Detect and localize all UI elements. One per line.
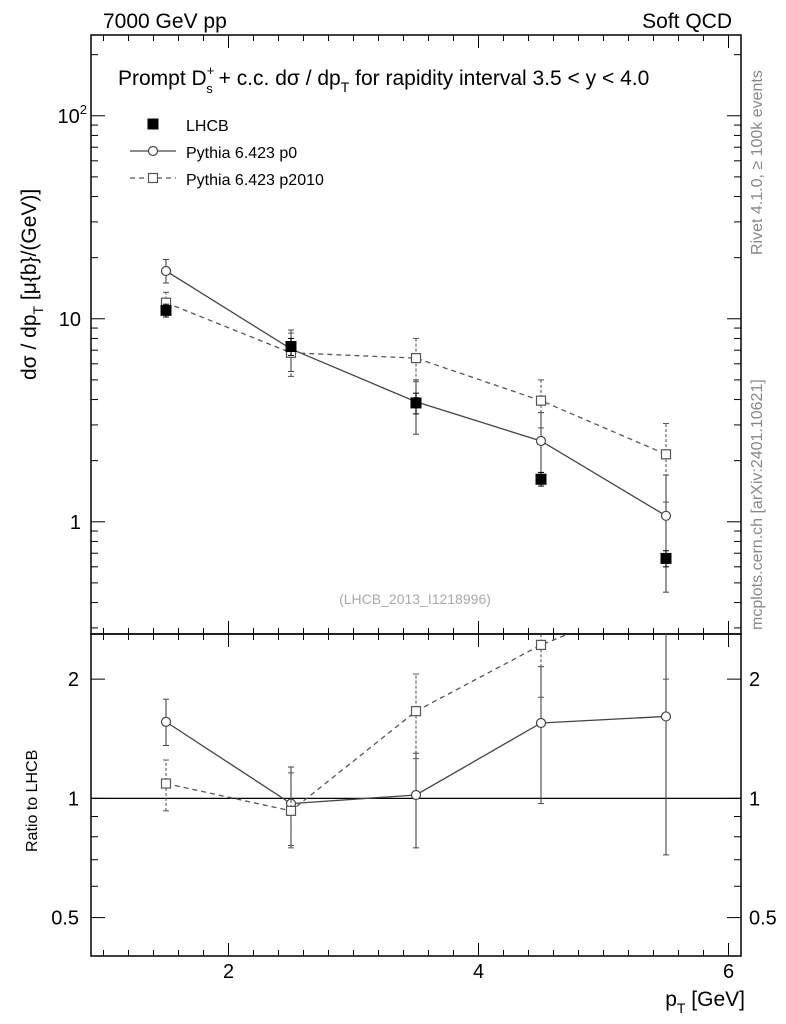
ratio-y-tick-label-right: 1 [749, 788, 760, 810]
main-pythia-6-423-p0-point [535, 435, 547, 447]
legend: LHCB Pythia 6.423 p0 Pythia 6.423 p2010 [130, 118, 324, 189]
main-lhcb-point [410, 397, 422, 409]
main-lhcb-point [660, 552, 672, 564]
ratio-pythia-6-423-p0-point [660, 711, 672, 722]
ratio-frame [90, 633, 742, 957]
main-lhcb-point [535, 473, 547, 485]
y-tick-label: 10 [59, 309, 81, 331]
ratio-pythia-6-423-p2010-point [535, 639, 547, 651]
ratio-y-tick-label: 1 [68, 788, 79, 810]
xlabel: pT [GeV] [665, 988, 745, 1016]
legend-lhcb-label: LHCB [186, 118, 229, 135]
ratio-y-tick-label: 0.5 [51, 908, 79, 930]
legend-pythia-6-423-p0-label: Pythia 6.423 p0 [186, 145, 297, 162]
analysis-annotation: (LHCB_2013_I1218996) [339, 591, 491, 607]
main-lhcb-point [160, 304, 172, 316]
main-pythia-6-423-p0-point [660, 510, 672, 521]
legend-pythia-6-423-p2010-label: Pythia 6.423 p2010 [186, 172, 324, 189]
ratio-series-group [160, 634, 672, 856]
main-pythia-6-423-p2010-point [535, 395, 547, 406]
header-right: Soft QCD [642, 10, 732, 33]
y-tick-exponent: 2 [80, 102, 87, 117]
main-plot-layer: 1 10 102 [58, 34, 742, 635]
ratio-pythia-6-423-p2010-line [165, 634, 571, 812]
ratio-y-tick-label: 2 [68, 669, 79, 691]
legend-pythia-6-423-p2010-marker [147, 172, 159, 184]
ratio-pythia-6-423-p2010-point [410, 706, 422, 717]
main-pythia-6-423-p2010-point [410, 353, 422, 364]
mcplots-label: mcplots.cern.ch [arXiv:2401.10621] [749, 379, 766, 630]
ratio-y-tick-label-right: 0.5 [749, 908, 777, 930]
y-tick-label: 1 [70, 512, 81, 534]
ratio-ylabel: Ratio to LHCB [24, 750, 41, 852]
main-pythia-6-423-p0-point [160, 265, 172, 277]
main-ylabel: dσ / dpT [μ{b}/(GeV)] [18, 189, 46, 380]
ratio-plot-layer: 2 4 6 0.5 0.5 1 1 2 2 [51, 35, 777, 983]
main-pythia-6-423-p2010-point [660, 449, 672, 460]
ratio-pythia-6-423-p0-point [160, 716, 172, 727]
x-tick-label: 2 [223, 961, 234, 983]
ratio-y-tick-label-right: 2 [749, 669, 760, 691]
ratio-pythia-6-423-p2010-point [160, 778, 172, 789]
header-left: 7000 GeV pp [103, 10, 227, 33]
legend-lhcb-marker [147, 118, 159, 130]
ratio-pythia-6-423-p0-point [535, 717, 547, 729]
ratio-pythia-6-423-p0-point [410, 789, 422, 801]
ratio-pythia-6-423-p2010-point [285, 805, 297, 816]
main-lhcb-point [285, 341, 297, 353]
legend-pythia-6-423-p0-marker [147, 145, 159, 157]
x-tick-label: 6 [723, 961, 734, 983]
x-tick-label: 4 [473, 961, 484, 983]
rivet-label: Rivet 4.1.0, ≥ 100k events [749, 70, 766, 255]
y-tick-label: 102 [58, 102, 87, 128]
main-title: Prompt D+ s + c.c. dσ / dpT for rapidity … [118, 63, 649, 96]
main-series-group [160, 258, 672, 593]
